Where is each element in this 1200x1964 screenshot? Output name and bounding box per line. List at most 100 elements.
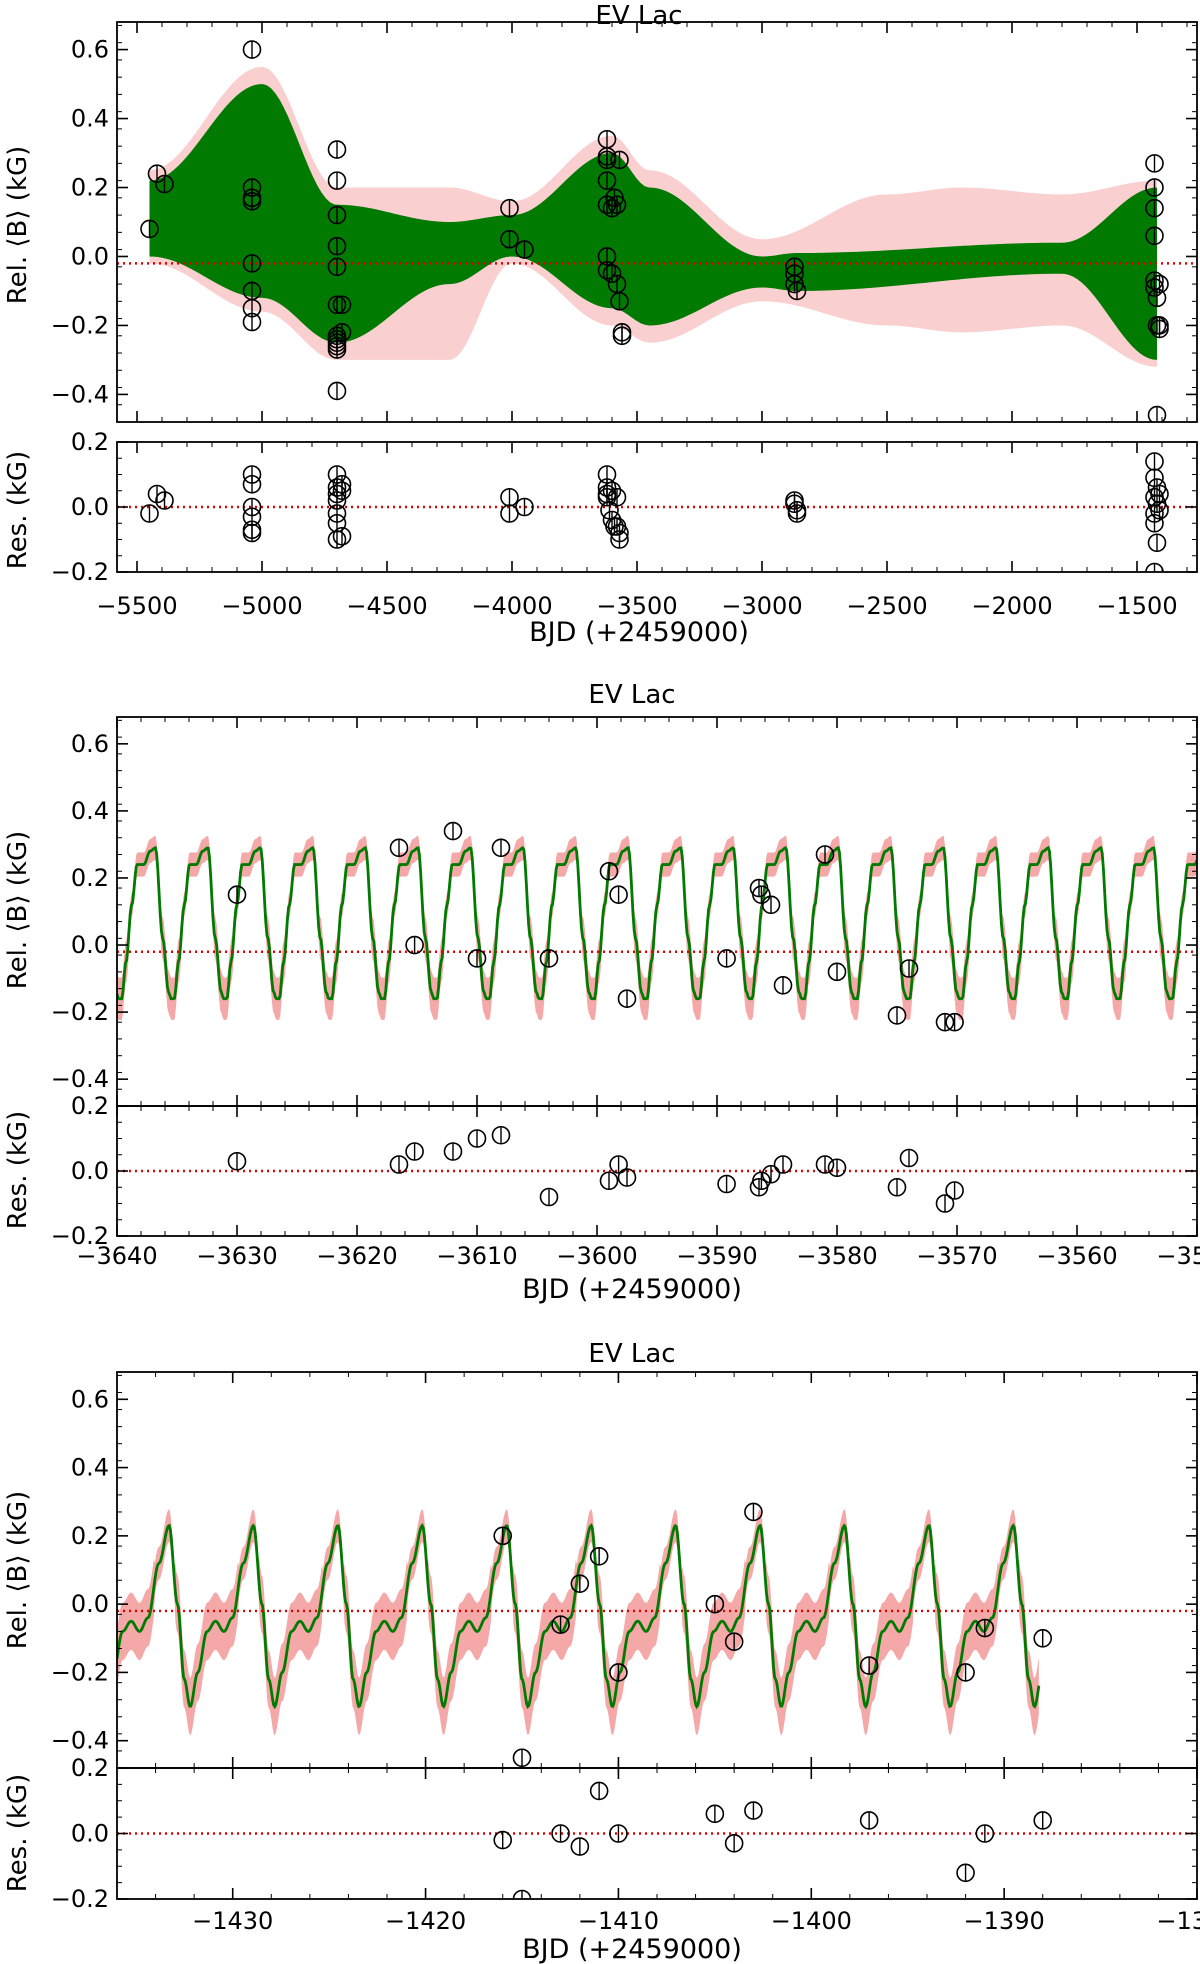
chart-2-xtick-label: −3590 bbox=[676, 1242, 757, 1270]
data-point bbox=[1145, 226, 1164, 246]
data-point bbox=[327, 381, 347, 401]
chart-1-residual-area bbox=[117, 452, 1197, 572]
chart-2-residual-plot: −0.2 0.0 0.2 bbox=[51, 1092, 1198, 1250]
residual-point bbox=[752, 1171, 771, 1191]
data-point bbox=[589, 1547, 609, 1566]
model-envelope bbox=[149, 84, 1157, 360]
data-point bbox=[327, 171, 347, 190]
residual-point bbox=[515, 497, 534, 517]
chart-2-plot-area bbox=[117, 821, 1197, 1032]
chart-2-res-ytick-label: 0.2 bbox=[71, 1092, 109, 1120]
chart-panel-2: EV Lac −0.4 −0.2 0.0 0.2 0.4 0.6 −0.2 0.0 0.2 −… bbox=[3, 680, 1200, 1305]
data-point bbox=[512, 1748, 532, 1768]
residual-point bbox=[975, 1824, 995, 1843]
chart-3-xtick-label: −1390 bbox=[964, 1907, 1045, 1935]
chart-2-main-ytick-label: −0.2 bbox=[51, 998, 109, 1026]
residual-point bbox=[443, 1142, 463, 1161]
chart-1-res-ytick-label: 0.0 bbox=[71, 493, 109, 521]
chart-3-x-ticks: −1430 −1420 −1410 −1400 −1390 −1380 bbox=[192, 1907, 1200, 1935]
data-point bbox=[787, 281, 807, 301]
residual-point bbox=[500, 487, 519, 507]
data-point bbox=[827, 962, 847, 982]
residual-point bbox=[242, 523, 262, 543]
chart-1-main-ytick-label: 0.4 bbox=[71, 105, 109, 133]
data-point bbox=[956, 1663, 975, 1682]
chart-1-xtick-label: −3500 bbox=[596, 592, 677, 620]
chart-1-res-ylabel: Res. (kG) bbox=[3, 451, 33, 569]
residual-point bbox=[1147, 533, 1167, 553]
chart-2-xtick-label: −3560 bbox=[1036, 1242, 1117, 1270]
data-point bbox=[602, 198, 622, 218]
chart-2-main-ytick-label: −0.4 bbox=[51, 1065, 109, 1093]
data-point bbox=[1145, 178, 1164, 197]
chart-1-main-ytick-label: −0.4 bbox=[51, 380, 109, 408]
residual-point bbox=[609, 1155, 628, 1174]
data-point bbox=[242, 192, 262, 211]
residual-point bbox=[467, 1129, 487, 1148]
chart-3-xtick-label: −1380 bbox=[1156, 1907, 1200, 1935]
chart-1-xtick-label: −1500 bbox=[1096, 592, 1177, 620]
data-point bbox=[493, 1526, 513, 1546]
chart-1-res-ytick-label: 0.2 bbox=[71, 428, 109, 456]
residual-point bbox=[827, 1158, 847, 1178]
chart-3-main-plot: −0.4 −0.2 0.0 0.2 0.4 0.6 bbox=[51, 1371, 1198, 1769]
chart-2-xlabel: BJD (+2459000) bbox=[522, 1274, 742, 1305]
chart-3-plot-area bbox=[117, 1502, 1197, 1768]
residual-point bbox=[773, 1155, 793, 1174]
model-curve bbox=[117, 845, 1197, 1001]
data-point bbox=[242, 40, 262, 59]
data-point bbox=[975, 1618, 995, 1638]
data-point bbox=[1145, 154, 1164, 173]
residual-point bbox=[787, 504, 807, 523]
residual-point bbox=[1145, 452, 1164, 471]
data-point bbox=[327, 340, 347, 359]
data-point bbox=[1033, 1628, 1053, 1648]
residual-point bbox=[405, 1142, 424, 1161]
data-point bbox=[539, 949, 559, 968]
data-point bbox=[752, 885, 771, 905]
data-point bbox=[500, 198, 519, 218]
residual-point bbox=[140, 504, 159, 523]
residual-point bbox=[242, 474, 262, 494]
data-point bbox=[597, 171, 617, 190]
chart-panel-3: EV Lac −0.4 −0.2 0.0 0.2 0.4 0.6 −0.2 0.0 0.2 −… bbox=[3, 1339, 1200, 1964]
data-point bbox=[155, 174, 174, 194]
chart-2-ylabel: Rel. ⟨B⟩ (kG) bbox=[3, 831, 33, 990]
residual-point bbox=[859, 1811, 879, 1830]
data-point bbox=[327, 257, 347, 277]
data-point bbox=[724, 1632, 744, 1651]
chart-3-residual-plot: −0.2 0.0 0.2 bbox=[51, 1754, 1198, 1913]
model-curve bbox=[117, 1523, 1041, 1710]
residual-point bbox=[609, 1824, 628, 1843]
data-point bbox=[491, 838, 511, 858]
data-point bbox=[515, 240, 534, 259]
chart-1-xtick-label: −4500 bbox=[346, 592, 427, 620]
data-point bbox=[500, 229, 519, 249]
chart-3-main-ytick-label: −0.4 bbox=[51, 1727, 109, 1755]
chart-2-res-ytick-label: −0.2 bbox=[51, 1222, 109, 1250]
residual-point bbox=[945, 1181, 964, 1200]
residual-point bbox=[1150, 500, 1169, 520]
chart-1-main-plot: −0.4 −0.2 0.0 0.2 0.4 0.6 bbox=[51, 21, 1198, 423]
residual-point bbox=[744, 1801, 763, 1820]
residual-point bbox=[551, 1824, 570, 1843]
data-point bbox=[140, 219, 159, 239]
residual-point bbox=[899, 1148, 919, 1168]
chart-2-xtick-label: −3570 bbox=[916, 1242, 997, 1270]
data-point bbox=[717, 949, 736, 968]
residual-point bbox=[327, 530, 347, 549]
residual-point bbox=[724, 1834, 744, 1853]
data-point bbox=[899, 959, 919, 978]
data-point bbox=[443, 821, 463, 841]
chart-1-xlabel: BJD (+2459000) bbox=[529, 617, 749, 648]
chart-2-main-plot: −0.4 −0.2 0.0 0.2 0.4 0.6 bbox=[51, 716, 1198, 1107]
chart-2-res-ylabel: Res. (kG) bbox=[3, 1111, 33, 1229]
chart-3-ylabel: Rel. ⟨B⟩ (kG) bbox=[3, 1491, 33, 1650]
data-point bbox=[327, 205, 347, 225]
chart-1-res-frame bbox=[116, 441, 1198, 573]
data-point bbox=[1150, 316, 1169, 335]
residual-point bbox=[610, 530, 629, 549]
data-point bbox=[887, 1006, 907, 1025]
chart-3-main-ytick-label: 0.0 bbox=[71, 1590, 109, 1618]
